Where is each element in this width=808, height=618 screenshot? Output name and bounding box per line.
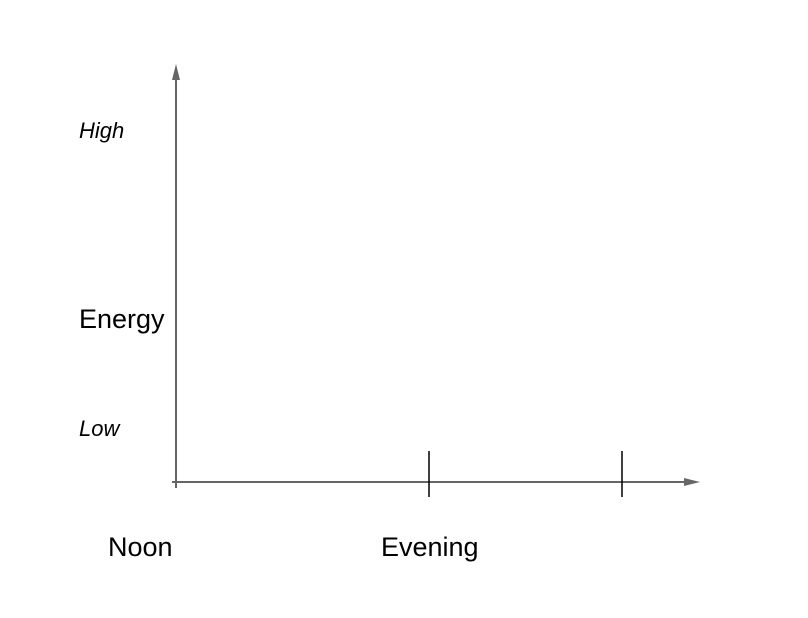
x-tick-label-noon: Noon [108,532,173,562]
y-level-low-label: Low [79,416,120,441]
x-tick-label-evening: Evening [381,532,479,562]
y-axis-arrowhead [172,64,180,80]
y-axis-label: Energy [79,304,165,334]
y-level-high-label: High [79,118,125,143]
x-axis-arrowhead [684,478,700,486]
